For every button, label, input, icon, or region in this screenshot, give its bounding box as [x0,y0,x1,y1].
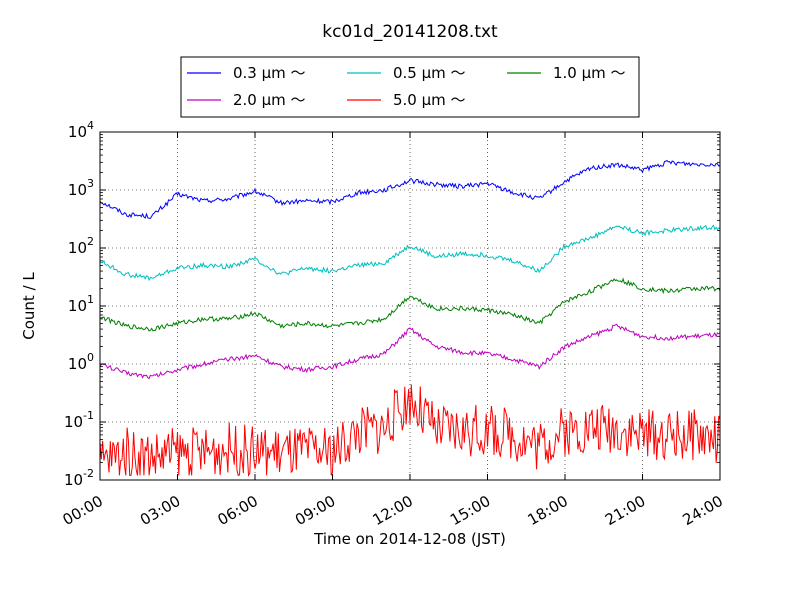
y-tick-label-base: 10 [68,123,87,141]
chart-title: kc01d_20141208.txt [322,22,498,42]
y-tick-label: 104 [68,119,94,141]
y-tick-label-exponent: 0 [87,351,94,364]
y-tick-label-base: 10 [68,297,87,315]
y-tick-label-exponent: 2 [87,235,94,248]
x-axis-label: Time on 2014-12-08 (JST) [313,530,506,548]
series-line [99,384,721,478]
legend-label: 0.3 μm ～ [233,64,306,82]
y-tick-label-base: 10 [64,413,83,431]
y-tick-label-exponent: 3 [87,177,94,190]
y-tick-label: 10-1 [64,409,94,431]
series-line [99,323,721,380]
series-line [99,160,721,219]
y-tick-label-base: 10 [68,355,87,373]
y-tick-label: 10-2 [64,467,94,489]
legend-box [180,56,640,118]
legend-label: 1.0 μm ～ [553,64,626,82]
series-lines [99,160,721,478]
y-tick-label: 102 [68,235,94,257]
y-tick-label: 101 [68,293,94,315]
y-tick-label-exponent: 4 [87,119,94,132]
y-tick-label-exponent: 1 [87,293,94,306]
y-tick-label: 103 [68,177,94,199]
series-line [99,277,721,332]
series-line [99,224,721,282]
y-tick-label-base: 10 [64,471,83,489]
plot-area [99,131,721,481]
legend-label: 5.0 μm ～ [393,91,466,109]
legend-label: 0.5 μm ～ [393,64,466,82]
y-axis-label: Count / L [20,272,38,340]
y-tick-label-base: 10 [68,181,87,199]
y-tick-label-exponent: -1 [83,409,94,422]
legend-label: 2.0 μm ～ [233,91,306,109]
legend: 0.3 μm ～ 0.5 μm ～ 1.0 μm ～ 2.0 μm ～ 5.0 μm ～ [180,56,640,118]
axis-ticks [99,131,721,481]
y-tick-label-exponent: -2 [83,467,94,480]
y-tick-label-base: 10 [68,239,87,257]
y-tick-label: 100 [68,351,94,373]
